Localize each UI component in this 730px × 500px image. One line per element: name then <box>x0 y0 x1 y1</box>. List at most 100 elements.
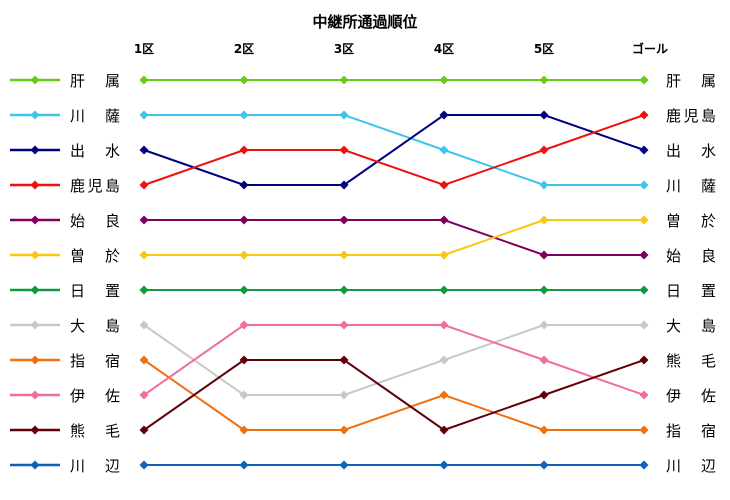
data-point-marker <box>30 250 40 260</box>
data-point-marker <box>239 180 249 190</box>
data-point-marker <box>339 250 349 260</box>
series-line <box>139 215 649 260</box>
data-point-marker <box>539 320 549 330</box>
data-point-marker <box>139 145 149 155</box>
series-line <box>139 355 649 435</box>
data-point-marker <box>439 75 449 85</box>
final-rank-label: 大 島 <box>666 317 716 335</box>
data-point-marker <box>339 215 349 225</box>
data-point-marker <box>139 110 149 120</box>
series-line <box>139 215 649 260</box>
data-point-marker <box>639 75 649 85</box>
data-point-marker <box>539 460 549 470</box>
series-path <box>143 114 645 186</box>
legend-item: 日 置 <box>10 282 120 300</box>
legend-label: 出 水 <box>70 142 120 160</box>
final-rank-label: 始 良 <box>666 247 716 265</box>
series-line <box>139 320 649 400</box>
legend-label: 伊 佐 <box>70 387 120 405</box>
data-point-marker <box>239 250 249 260</box>
data-point-marker <box>439 110 449 120</box>
data-point-marker <box>139 180 149 190</box>
legend-item: 指 宿 <box>10 352 120 370</box>
data-point-marker <box>639 460 649 470</box>
chart-title: 中継所通過順位 <box>312 13 417 31</box>
data-point-marker <box>139 285 149 295</box>
legend-item: 曽 於 <box>10 247 120 265</box>
stage-label: 4区 <box>434 42 454 56</box>
data-point-marker <box>139 320 149 330</box>
data-point-marker <box>239 285 249 295</box>
data-point-marker <box>339 460 349 470</box>
data-point-marker <box>439 285 449 295</box>
data-point-marker <box>30 320 40 330</box>
legend-item: 大 島 <box>10 317 120 335</box>
data-point-marker <box>639 180 649 190</box>
data-point-marker <box>30 285 40 295</box>
series-path <box>143 114 645 187</box>
legend-label: 肝 属 <box>70 72 120 90</box>
data-point-marker <box>539 180 549 190</box>
series-path <box>144 219 644 256</box>
legend-label: 鹿児島 <box>70 177 120 195</box>
stage-label: 5区 <box>534 42 554 56</box>
data-point-marker <box>639 320 649 330</box>
data-point-marker <box>239 390 249 400</box>
data-point-marker <box>30 355 40 365</box>
data-point-marker <box>539 110 549 120</box>
series-path <box>143 324 645 396</box>
series-line <box>139 110 649 190</box>
data-point-marker <box>639 390 649 400</box>
data-point-marker <box>439 250 449 260</box>
data-point-marker <box>439 355 449 365</box>
data-point-marker <box>339 425 349 435</box>
data-point-marker <box>139 250 149 260</box>
final-rank-label: 川 辺 <box>666 457 716 475</box>
data-point-marker <box>539 215 549 225</box>
final-rank-label: 日 置 <box>666 282 716 300</box>
data-point-marker <box>139 390 149 400</box>
data-point-marker <box>239 145 249 155</box>
data-point-marker <box>139 460 149 470</box>
data-point-marker <box>639 285 649 295</box>
final-rank-label: 肝 属 <box>666 72 716 90</box>
data-point-marker <box>639 215 649 225</box>
data-point-marker <box>339 110 349 120</box>
data-point-marker <box>539 285 549 295</box>
data-point-marker <box>639 145 649 155</box>
data-point-marker <box>139 215 149 225</box>
legend-label: 熊 毛 <box>70 422 120 440</box>
legend-label: 指 宿 <box>70 352 120 370</box>
data-point-marker <box>239 355 249 365</box>
final-rank-label: 伊 佐 <box>666 387 716 405</box>
stage-label: 1区 <box>134 42 154 56</box>
data-point-marker <box>539 75 549 85</box>
data-point-marker <box>239 75 249 85</box>
series-line <box>139 355 649 435</box>
stage-label: ゴール <box>632 41 668 56</box>
data-point-marker <box>439 215 449 225</box>
legend-item: 肝 属 <box>10 72 120 90</box>
series-line <box>139 75 649 85</box>
final-rank-label: 出 水 <box>666 142 716 160</box>
data-point-marker <box>239 460 249 470</box>
data-point-marker <box>30 180 40 190</box>
data-point-marker <box>30 75 40 85</box>
stage-label: 2区 <box>234 42 254 56</box>
data-point-marker <box>439 180 449 190</box>
data-point-marker <box>30 215 40 225</box>
data-point-marker <box>239 320 249 330</box>
final-rank-label: 曽 於 <box>666 212 716 230</box>
data-point-marker <box>439 460 449 470</box>
x-axis-labels: 1区 2区 3区 4区 5区 ゴール <box>134 41 668 56</box>
legend-item: 伊 佐 <box>10 387 120 405</box>
final-rank-label: 川 薩 <box>666 177 716 195</box>
legend-item: 始 良 <box>10 212 120 230</box>
data-point-marker <box>339 390 349 400</box>
legend-item: 熊 毛 <box>10 422 120 440</box>
series-path <box>143 324 644 396</box>
plot-area <box>139 75 649 470</box>
legend-label: 曽 於 <box>70 247 120 265</box>
data-point-marker <box>439 145 449 155</box>
